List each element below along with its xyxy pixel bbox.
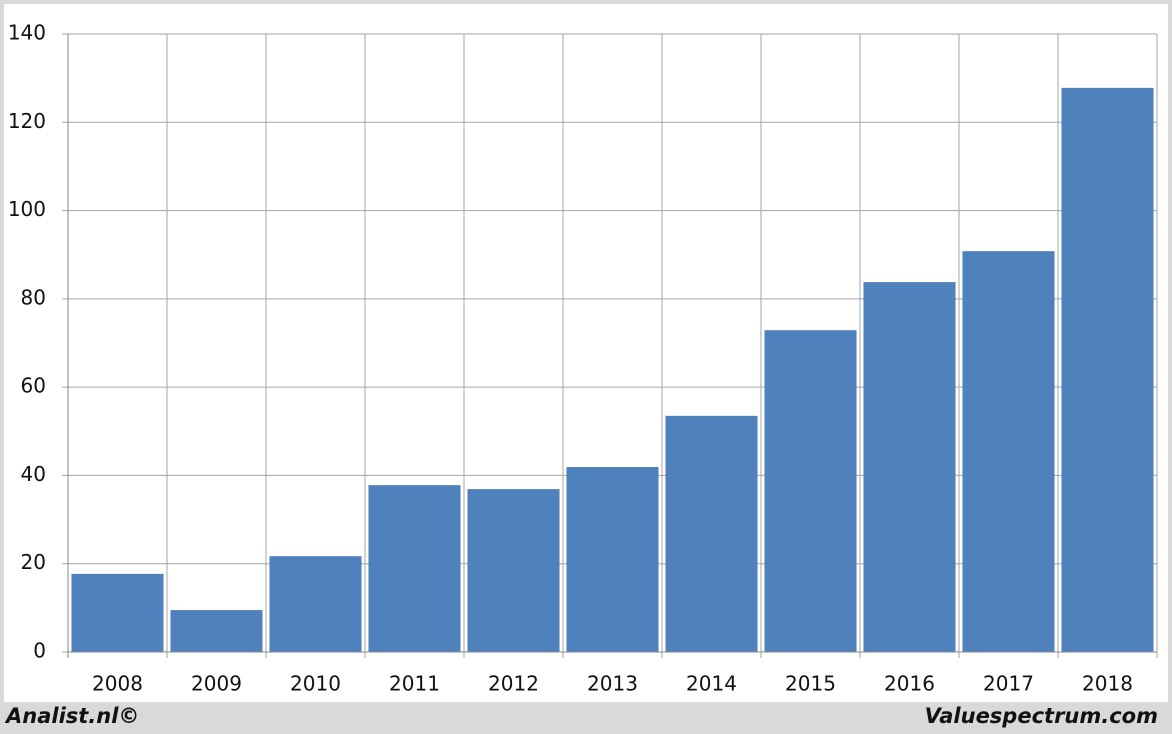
x-tick-label: 2012 (488, 672, 539, 696)
x-tick-label: 2008 (92, 672, 143, 696)
y-tick-label: 140 (8, 21, 46, 45)
x-tick-label: 2011 (389, 672, 440, 696)
bar (962, 251, 1055, 652)
bar (467, 489, 560, 652)
x-tick-label: 2017 (983, 672, 1034, 696)
y-tick-label: 120 (8, 109, 46, 133)
y-tick-label: 0 (33, 639, 46, 663)
bar (764, 330, 857, 652)
x-tick-label: 2018 (1082, 672, 1133, 696)
y-tick-label: 20 (21, 550, 46, 574)
footer-right: Valuespectrum.com (925, 704, 1158, 728)
y-tick-label: 100 (8, 197, 46, 221)
y-tick-label: 40 (21, 462, 46, 486)
y-tick-label: 80 (21, 285, 46, 309)
bar (368, 485, 461, 652)
bar (269, 556, 362, 652)
y-tick-label: 60 (21, 374, 46, 398)
x-tick-label: 2014 (686, 672, 737, 696)
x-tick-label: 2010 (290, 672, 341, 696)
x-tick-label: 2013 (587, 672, 638, 696)
x-tick-label: 2016 (884, 672, 935, 696)
bar (566, 467, 659, 652)
x-tick-label: 2009 (191, 672, 242, 696)
bar (1061, 87, 1154, 652)
footer-left: Analist.nl© (4, 704, 139, 728)
bar (665, 415, 758, 652)
x-tick-label: 2015 (785, 672, 836, 696)
bar (170, 610, 263, 652)
bar (71, 573, 164, 652)
bar (863, 282, 956, 652)
